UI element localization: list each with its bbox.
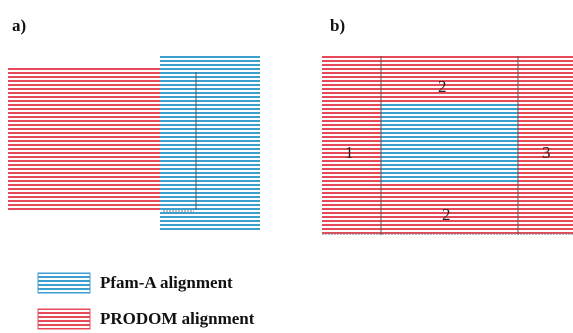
- panel-b-region-1-label: 1: [345, 143, 354, 162]
- panel-b-diagram: 1 2 3 2: [322, 56, 573, 235]
- panel-a-pfam-region: [160, 56, 260, 231]
- panel-b-label: b): [330, 16, 346, 35]
- panel-b-pfam-region: [381, 104, 518, 182]
- legend-pfam-label: Pfam-A alignment: [100, 273, 233, 292]
- legend-pfam-swatch: [37, 272, 91, 294]
- panel-b-region-2-bottom-label: 2: [442, 205, 451, 224]
- panel-a-diagram: [8, 56, 260, 231]
- panel-b-region-3-label: 3: [542, 143, 551, 162]
- panel-a-prodom-region: [8, 68, 162, 210]
- panel-a-label: a): [12, 16, 27, 35]
- panel-b-region-2-top-label: 2: [438, 77, 447, 96]
- legend-prodom-swatch: [37, 308, 91, 330]
- legend-prodom-label: PRODOM alignment: [100, 309, 255, 328]
- legend: [37, 272, 91, 330]
